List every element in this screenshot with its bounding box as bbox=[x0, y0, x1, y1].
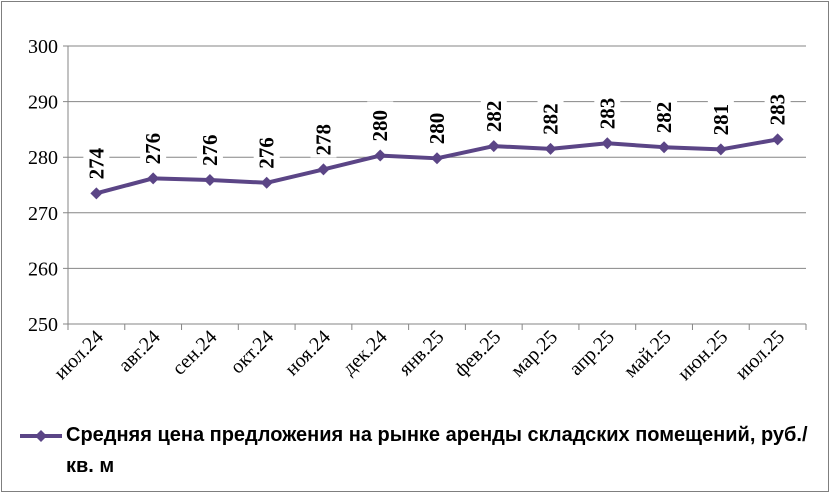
legend: Средняя цена предложения на рынке аренды… bbox=[20, 424, 820, 482]
x-tick-label: окт.24 bbox=[226, 326, 278, 378]
x-tick-label: июл.24 bbox=[50, 326, 108, 384]
data-label: 282 bbox=[539, 103, 563, 135]
data-point-marker bbox=[374, 149, 387, 162]
data-point-marker bbox=[90, 187, 103, 200]
data-point-marker bbox=[714, 143, 727, 156]
x-tick-label: янв.25 bbox=[395, 326, 449, 380]
data-point-marker bbox=[544, 142, 557, 155]
data-label: 280 bbox=[368, 110, 392, 142]
data-point-marker bbox=[601, 137, 614, 150]
legend-marker-icon bbox=[20, 426, 66, 446]
data-label-bg bbox=[424, 104, 450, 147]
data-label-bg bbox=[367, 101, 394, 144]
data-label-bg bbox=[537, 94, 564, 137]
data-point-marker bbox=[487, 140, 500, 153]
data-label: 274 bbox=[84, 147, 108, 179]
x-tick-label: авг.24 bbox=[114, 326, 164, 376]
y-tick-label: 300 bbox=[28, 36, 58, 58]
data-point-marker bbox=[658, 141, 671, 154]
data-label-bg bbox=[594, 89, 621, 132]
y-tick-label: 250 bbox=[28, 314, 58, 336]
data-label: 282 bbox=[482, 101, 506, 133]
x-tick-label: фев.25 bbox=[450, 326, 505, 381]
data-point-marker bbox=[317, 163, 330, 176]
data-label-bg bbox=[480, 92, 507, 135]
data-label-bg bbox=[651, 93, 678, 136]
data-label: 283 bbox=[766, 94, 790, 126]
data-label-bg bbox=[140, 124, 167, 167]
data-label: 280 bbox=[425, 113, 449, 145]
data-label: 276 bbox=[255, 137, 279, 169]
data-point-marker bbox=[771, 133, 784, 146]
data-point-marker bbox=[147, 172, 160, 185]
y-tick-label: 270 bbox=[28, 203, 58, 225]
y-tick-label: 290 bbox=[28, 92, 58, 114]
data-label: 281 bbox=[709, 104, 733, 136]
line-chart: 250 260 270 280 290 300 июл.24 авг.24 сен.24 окт.… bbox=[28, 36, 807, 385]
data-label-bg bbox=[253, 128, 280, 171]
x-tick-label: ноя.24 bbox=[281, 326, 335, 380]
x-tick-label: сен.24 bbox=[168, 326, 222, 380]
data-label-bg bbox=[764, 85, 791, 128]
data-label: 282 bbox=[652, 102, 676, 134]
data-label: 276 bbox=[141, 133, 165, 165]
x-tick-label: июл.25 bbox=[731, 326, 789, 384]
data-label: 278 bbox=[311, 124, 335, 156]
x-tick-label: апр.25 bbox=[565, 326, 619, 380]
data-point-marker bbox=[431, 152, 443, 165]
x-tick-label: мар.25 bbox=[507, 326, 562, 381]
data-label-bg bbox=[310, 115, 337, 158]
data-point-marker bbox=[203, 173, 216, 186]
data-label: 283 bbox=[595, 98, 619, 130]
x-tick-label: июн.25 bbox=[673, 326, 732, 385]
data-label-bg bbox=[83, 139, 110, 182]
data-label: 276 bbox=[198, 134, 222, 166]
x-tick-label: май.25 bbox=[620, 326, 676, 382]
data-point-marker bbox=[260, 176, 273, 189]
data-label-bg bbox=[707, 95, 734, 138]
y-tick-label: 280 bbox=[28, 147, 58, 169]
y-tick-label: 260 bbox=[28, 258, 58, 280]
x-tick-label: дек.24 bbox=[338, 326, 392, 380]
data-label-bg bbox=[196, 125, 223, 168]
legend-label: Средняя цена предложения на рынке аренды… bbox=[66, 424, 808, 477]
